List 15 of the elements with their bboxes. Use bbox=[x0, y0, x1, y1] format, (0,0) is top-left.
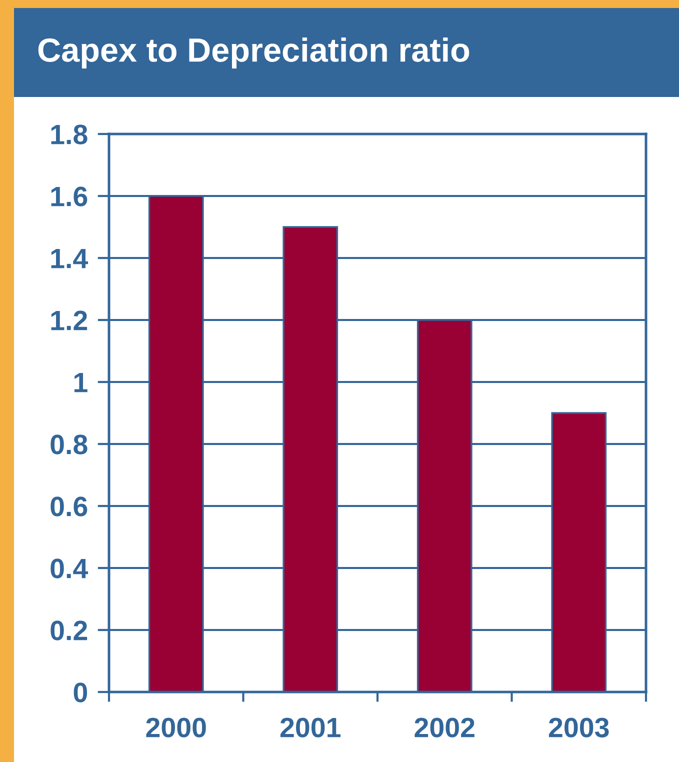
y-tick-label: 1.4 bbox=[51, 248, 88, 268]
y-tick-label: 0.6 bbox=[50, 496, 88, 516]
x-tick-label: 2000 bbox=[146, 718, 206, 738]
x-tick-label: 2002 bbox=[414, 718, 474, 738]
y-tick-label: 0.8 bbox=[50, 434, 88, 454]
y-tick-label: 0.2 bbox=[50, 620, 88, 640]
y-tick-label: 1.2 bbox=[51, 310, 88, 330]
x-tick-label: 2003 bbox=[548, 718, 609, 738]
x-tick-label: 2001 bbox=[280, 718, 340, 738]
y-tick-label: 1 bbox=[74, 372, 88, 392]
y-tick-label: 1.8 bbox=[51, 124, 88, 144]
y-tick-label: 1.6 bbox=[51, 186, 88, 206]
y-tick-label: 0.4 bbox=[50, 558, 88, 578]
y-tick-label: 0 bbox=[74, 682, 88, 702]
chart-title: Capex to Depreciation ratio bbox=[38, 37, 470, 69]
